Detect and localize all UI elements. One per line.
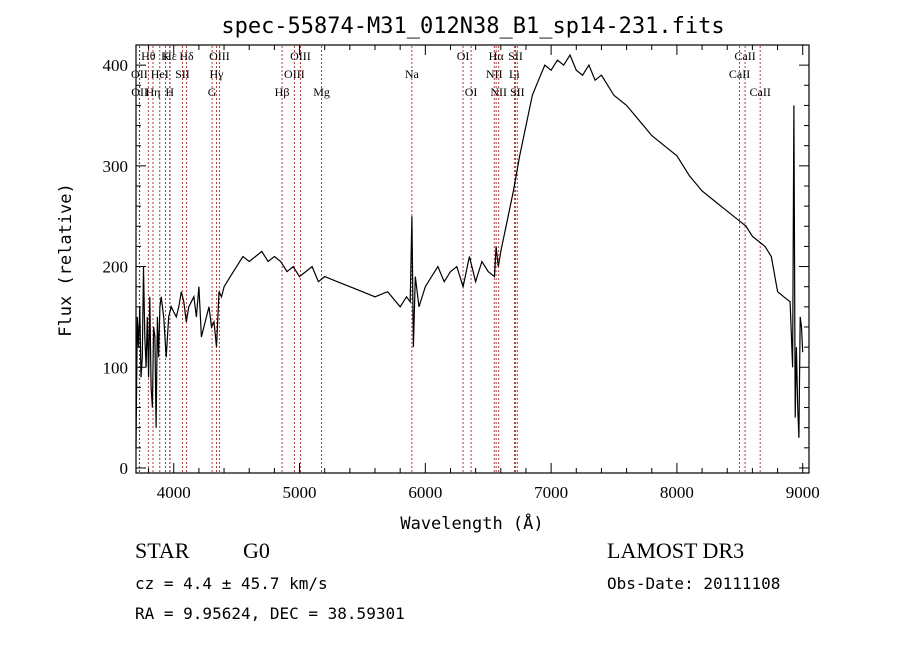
line-marker-label: K — [161, 49, 170, 63]
line-marker-label: CaII — [734, 49, 755, 63]
line-marker-label: Hε — [163, 49, 177, 63]
line-marker-label: HeI — [151, 67, 169, 81]
line-marker-label: OIII — [290, 49, 311, 63]
line-marker-label: OI — [465, 85, 478, 99]
line-marker-label: NII — [490, 85, 507, 99]
line-marker-label: CaII — [729, 67, 750, 81]
x-tick-label: 5000 — [283, 483, 317, 502]
object-class: STAR — [135, 538, 190, 563]
line-marker-label: SII — [508, 49, 523, 63]
y-tick-label: 400 — [103, 56, 129, 75]
line-marker-label: OII — [131, 67, 148, 81]
y-axis: 0 100 200 300 400 — [103, 44, 809, 478]
y-tick-label: 300 — [103, 157, 129, 176]
line-markers — [138, 46, 761, 473]
chart-title: spec-55874-M31_012N38_B1_sp14-231.fits — [221, 14, 724, 39]
line-marker-label: G — [208, 85, 217, 99]
object-subclass: G0 — [243, 538, 270, 563]
redshift-text: cz = 4.4 ± 45.7 km/s — [135, 574, 328, 593]
plot-frame — [135, 44, 810, 474]
line-marker-label: H — [165, 85, 174, 99]
line-marker-label: Hα — [489, 49, 505, 63]
x-tick-label: 8000 — [660, 483, 694, 502]
obs-date: Obs-Date: 20111108 — [607, 574, 781, 593]
y-tick-label: 200 — [103, 258, 129, 277]
line-marker-label: Mg — [313, 85, 330, 99]
line-marker-label: CaII — [750, 85, 771, 99]
x-tick-label: 9000 — [786, 483, 820, 502]
x-axis-label: Wavelength (Å) — [400, 512, 543, 534]
y-tick-label: 100 — [103, 358, 129, 377]
line-marker-label: Hβ — [275, 85, 290, 99]
line-marker-label: Na — [405, 67, 420, 81]
line-marker-label: OIII — [284, 67, 305, 81]
y-tick-label: 0 — [120, 459, 129, 478]
line-marker-label: SII — [175, 67, 190, 81]
spectrum-line — [135, 53, 804, 448]
survey-name: LAMOST DR3 — [607, 538, 745, 563]
line-marker-label: Hθ — [141, 49, 156, 63]
x-tick-label: 7000 — [534, 483, 568, 502]
x-tick-label: 6000 — [408, 483, 442, 502]
line-marker-label: SII — [510, 85, 525, 99]
line-marker-label: OI — [457, 49, 470, 63]
coordinates: RA = 9.95624, DEC = 38.59301 — [135, 604, 405, 623]
line-marker-label: OIII — [209, 49, 230, 63]
line-marker-label: Li — [509, 67, 520, 81]
y-axis-label: Flux (relative) — [56, 183, 76, 337]
x-axis: 4000 5000 6000 7000 8000 9000 — [148, 45, 820, 502]
x-tick-label: 4000 — [157, 483, 191, 502]
line-marker-label: NII — [486, 67, 503, 81]
line-marker-label: Hδ — [179, 49, 194, 63]
line-marker-label: Hη — [146, 85, 161, 99]
line-marker-label: Hγ — [210, 67, 225, 81]
